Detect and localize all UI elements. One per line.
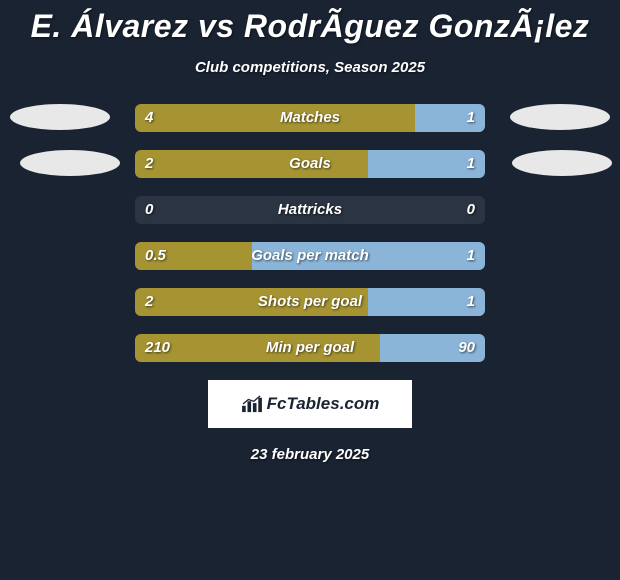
stat-bar-track: 0.51Goals per match bbox=[135, 242, 485, 270]
stat-value-right: 0 bbox=[467, 196, 475, 224]
stat-row: 0.51Goals per match bbox=[0, 242, 620, 270]
logo-text: FcTables.com bbox=[267, 394, 380, 414]
logo-box: FcTables.com bbox=[208, 380, 412, 428]
stat-row: 21090Min per goal bbox=[0, 334, 620, 362]
stat-bar-track: 41Matches bbox=[135, 104, 485, 132]
stat-value-left: 2 bbox=[145, 288, 153, 316]
stat-row: 0 0Hattricks bbox=[0, 196, 620, 224]
stat-value-left: 4 bbox=[145, 104, 153, 132]
stat-value-left: 210 bbox=[145, 334, 170, 362]
stat-value-left: 2 bbox=[145, 150, 153, 178]
stat-row: 21Goals bbox=[0, 150, 620, 178]
stat-bar-left bbox=[135, 288, 368, 316]
stat-bar-left bbox=[135, 104, 415, 132]
stat-value-left: 0.5 bbox=[145, 242, 166, 270]
stat-bar-track: 21Shots per goal bbox=[135, 288, 485, 316]
stat-bar-track: 0 0Hattricks bbox=[135, 196, 485, 224]
footer-date: 23 february 2025 bbox=[0, 446, 620, 463]
stat-bar-track: 21Goals bbox=[135, 150, 485, 178]
stat-value-right: 90 bbox=[458, 334, 475, 362]
stat-row: 41Matches bbox=[0, 104, 620, 132]
stat-bar-left bbox=[135, 150, 368, 178]
stat-row: 21Shots per goal bbox=[0, 288, 620, 316]
page-subtitle: Club competitions, Season 2025 bbox=[0, 59, 620, 76]
stat-bar-left bbox=[135, 334, 380, 362]
stat-value-right: 1 bbox=[467, 150, 475, 178]
stat-bar-track: 21090Min per goal bbox=[135, 334, 485, 362]
comparison-infographic: E. Álvarez vs RodrÃ­guez GonzÃ¡lez Club … bbox=[0, 0, 620, 580]
stat-value-left: 0 bbox=[145, 196, 153, 224]
stat-bar-right bbox=[252, 242, 485, 270]
fctables-logo-icon bbox=[241, 395, 263, 413]
stat-label: Hattricks bbox=[135, 196, 485, 224]
stats-area: 41Matches21Goals00Hattricks0.51Goals per… bbox=[0, 104, 620, 362]
stat-value-right: 1 bbox=[467, 242, 475, 270]
page-title: E. Álvarez vs RodrÃ­guez GonzÃ¡lez bbox=[0, 0, 620, 45]
stat-value-right: 1 bbox=[467, 288, 475, 316]
stat-value-right: 1 bbox=[467, 104, 475, 132]
